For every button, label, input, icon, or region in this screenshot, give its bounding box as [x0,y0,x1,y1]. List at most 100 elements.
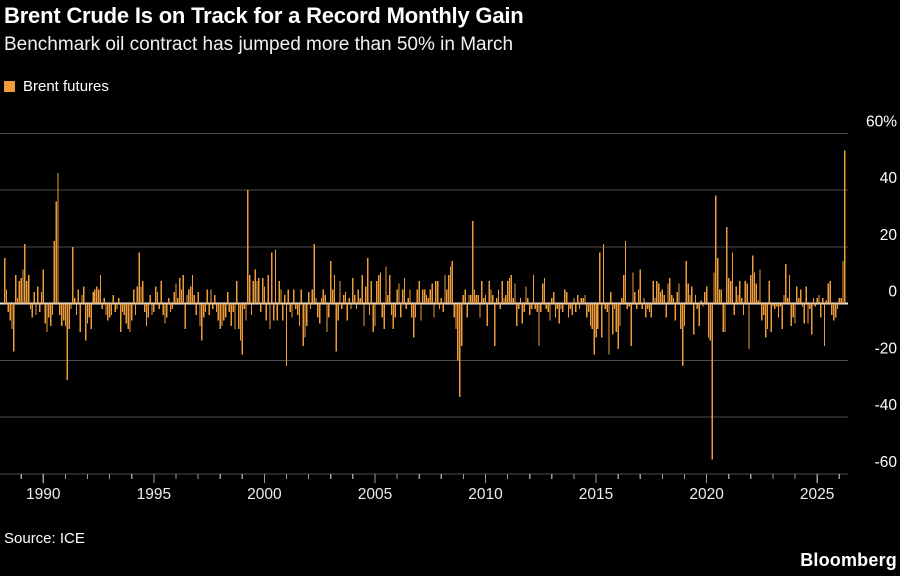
bar [656,280,658,304]
bar [355,303,358,310]
bar [438,303,441,310]
bar [333,275,336,304]
bar [236,280,238,304]
bar [75,303,78,315]
bar [304,303,306,338]
bar [193,294,196,304]
bar [101,303,103,310]
source-note: Source: ICE [4,530,85,547]
bar [64,303,67,327]
bar [70,303,72,310]
bar [313,243,315,304]
bar [639,269,641,304]
page-title: Brent Crude Is on Track for a Record Mon… [4,3,524,28]
bar [374,303,376,327]
bar [129,303,131,332]
bar [204,303,207,313]
bar [206,289,208,304]
bar [61,303,63,327]
bar [431,283,433,304]
bar-chart: 60% 40 20 0 -20 -40 -60 1990 1995 2000 2005 2010 201… [0,113,898,503]
bar [307,292,310,304]
bar [13,303,15,352]
bar [29,303,32,310]
bar [9,303,11,321]
bar [593,303,595,355]
bar [22,269,24,304]
bar [341,303,343,310]
bar [466,303,468,318]
bar [575,303,577,313]
bar [676,292,678,304]
bar [746,283,748,304]
bar [659,292,662,304]
bar [457,303,459,361]
bar [661,289,664,304]
bar [442,303,444,313]
bar [94,289,96,304]
bar [545,303,547,310]
y-tick-label: -40 [875,397,898,414]
bar [48,303,50,318]
bar [90,303,92,330]
bar [589,303,592,327]
bar [753,272,756,304]
bar [186,294,188,304]
bar [794,303,796,324]
bar [379,272,382,304]
bar [488,280,490,304]
bar [232,303,234,313]
bar [145,303,148,327]
bar [663,294,665,304]
bar [650,303,653,318]
bar [265,303,267,321]
bar [59,303,61,315]
bar [556,303,559,310]
legend-swatch-icon [4,81,15,92]
bar [453,303,455,318]
bar [532,275,535,304]
bar [31,303,33,318]
bar [586,303,588,318]
bar [777,303,780,318]
bar [560,303,562,310]
bar [729,280,732,304]
bar [464,289,466,304]
bar [683,303,686,327]
bar [357,289,360,304]
bar [779,303,781,307]
bar [772,303,774,307]
bar [210,289,212,304]
bar [440,297,442,304]
bar [569,303,571,310]
bar [770,303,772,332]
legend-label: Brent futures [23,78,109,95]
bar [584,294,586,304]
bar [731,252,734,304]
bar [212,303,214,310]
bar [475,294,477,304]
bar [823,303,826,347]
bar [68,303,70,330]
bar [641,303,643,310]
bar [735,286,737,304]
bar [617,303,619,349]
bar [608,303,610,355]
bar [331,289,334,304]
bar [182,275,185,304]
bar [153,303,155,313]
bar [567,303,570,318]
bloomberg-logo: Bloomberg [800,550,897,570]
bar [385,266,387,304]
bar [123,303,126,315]
bar [670,294,673,304]
bar [742,303,745,315]
bar [184,303,186,330]
y-tick-label: -20 [875,340,898,357]
bar [171,303,173,310]
bar [306,303,308,327]
bar [344,292,347,304]
bar [602,243,605,304]
bar [105,303,107,315]
bar [810,303,813,335]
